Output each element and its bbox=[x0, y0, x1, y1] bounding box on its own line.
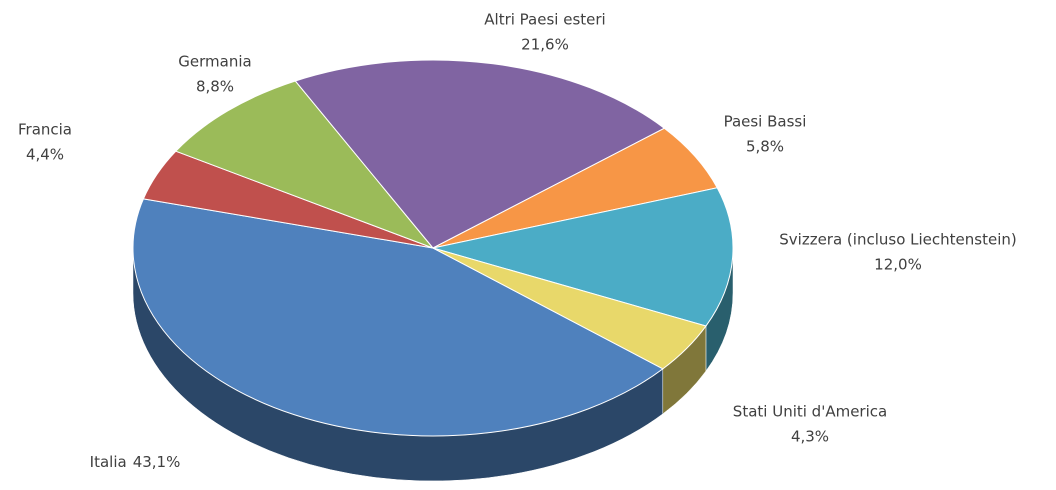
label-value: 5,8% bbox=[746, 138, 784, 156]
label-value: 8,8% bbox=[196, 78, 234, 96]
slice bbox=[294, 59, 666, 249]
slice bbox=[174, 80, 435, 250]
label-name: Altri Paesi esteri bbox=[484, 11, 605, 29]
slice-label: Italia 43,1% bbox=[90, 453, 181, 471]
label-value: 12,0% bbox=[874, 256, 922, 274]
label-name: Paesi Bassi bbox=[724, 113, 807, 131]
label-name: Stati Uniti d'America bbox=[733, 403, 887, 421]
slice bbox=[132, 198, 664, 437]
label-value: 4,3% bbox=[791, 428, 829, 446]
label-name: Francia bbox=[18, 121, 72, 139]
label-name: Svizzera (incluso Liechtenstein) bbox=[779, 231, 1016, 249]
label-value: 21,6% bbox=[521, 36, 569, 54]
label-value: 4,4% bbox=[26, 146, 64, 164]
label-name: Italia bbox=[90, 453, 127, 471]
label-value: 43,1% bbox=[133, 453, 181, 471]
slice bbox=[432, 187, 734, 327]
slice bbox=[432, 247, 707, 370]
label-name: Germania bbox=[178, 53, 251, 71]
